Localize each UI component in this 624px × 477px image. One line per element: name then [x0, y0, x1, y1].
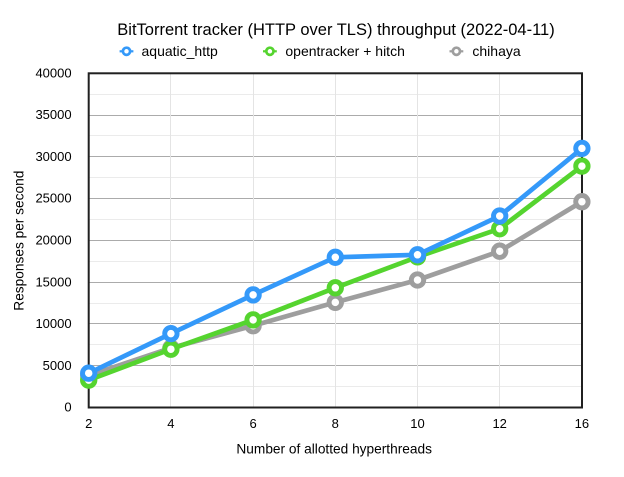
- svg-text:10: 10: [410, 416, 424, 431]
- svg-text:Responses per second: Responses per second: [11, 171, 26, 311]
- svg-text:30000: 30000: [35, 149, 71, 164]
- svg-text:15000: 15000: [35, 274, 71, 289]
- svg-text:12: 12: [492, 416, 506, 431]
- svg-text:aquatic_http: aquatic_http: [142, 43, 218, 59]
- svg-text:25000: 25000: [35, 191, 71, 206]
- svg-text:chihaya: chihaya: [472, 43, 520, 59]
- svg-text:20000: 20000: [35, 233, 71, 248]
- svg-text:35000: 35000: [35, 107, 71, 122]
- svg-text:0: 0: [64, 400, 71, 415]
- svg-text:4: 4: [167, 416, 174, 431]
- svg-text:8: 8: [332, 416, 339, 431]
- svg-text:2: 2: [85, 416, 92, 431]
- svg-text:40000: 40000: [35, 65, 71, 80]
- svg-text:BitTorrent tracker (HTTP over: BitTorrent tracker (HTTP over TLS) throu…: [117, 21, 554, 39]
- svg-text:16: 16: [575, 416, 589, 431]
- svg-text:opentracker + hitch: opentracker + hitch: [285, 43, 404, 59]
- svg-text:Number of allotted hyperthread: Number of allotted hyperthreads: [236, 442, 432, 457]
- svg-text:5000: 5000: [43, 358, 72, 373]
- svg-text:10000: 10000: [35, 316, 71, 331]
- svg-text:6: 6: [249, 416, 256, 431]
